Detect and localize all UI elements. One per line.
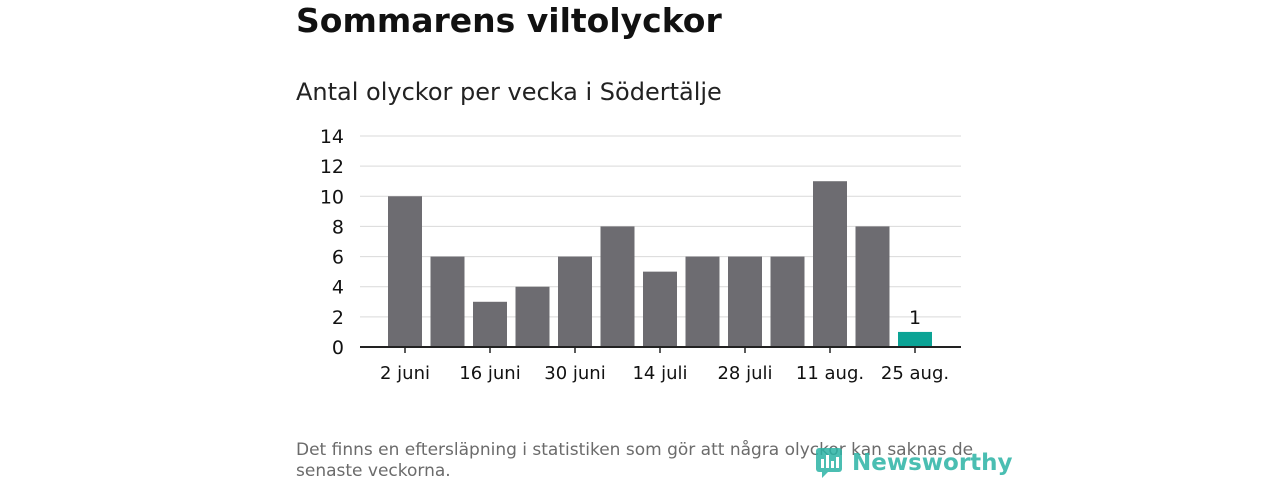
x-tick-label: 16 juni [459,363,520,384]
y-tick-label: 14 [320,126,344,148]
newsworthy-logo-icon [816,448,842,478]
y-tick-label: 6 [332,247,344,269]
bar [558,256,592,347]
bar-chart: 0 2 4 6 8 10 12 14 2 juni 16 juni 30 juni 14 juli 28… [320,126,961,384]
x-tick-label: 30 juni [544,363,605,384]
bar [813,181,847,347]
y-tick-label: 8 [332,216,344,238]
bar [728,256,762,347]
x-tick-label: 14 juli [632,363,687,384]
chart-subtitle: Antal olyckor per vecka i Södertälje [296,78,722,106]
bar [600,226,635,347]
bar [770,256,805,347]
bar [430,256,465,347]
y-tick-label: 2 [332,307,344,329]
y-tick-label: 4 [332,277,344,299]
bar [685,256,720,347]
chart-title: Sommarens viltolyckor [296,1,722,40]
bar [643,271,677,347]
x-tick-label: 2 juni [380,363,430,384]
bar [898,331,932,347]
bar [855,226,890,347]
newsworthy-logo-text: Newsworthy [852,450,1013,476]
bar [515,286,550,347]
bar [473,301,507,347]
y-tick-label: 0 [332,337,344,359]
newsworthy-logo: Newsworthy [814,446,1013,480]
y-tick-label: 10 [320,186,344,208]
data-label: 1 [909,307,921,329]
y-tick-label: 12 [320,156,344,178]
x-tick-label: 25 aug. [881,363,949,384]
footnote: Det finns en eftersläpning i statistiken… [296,440,974,481]
bar [388,196,422,347]
x-tick-label: 28 juli [717,363,772,384]
x-tick-label: 11 aug. [796,363,864,384]
